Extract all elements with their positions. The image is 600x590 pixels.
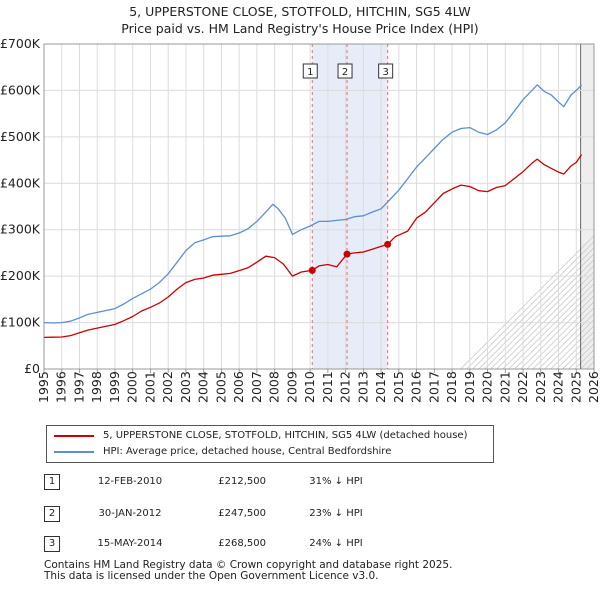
x-tick-label: 2023 — [533, 371, 548, 403]
x-tick-label: 2020 — [480, 371, 495, 403]
table-row: 2 30-JAN-2012 £247,500 23% ↓ HPI — [44, 506, 464, 524]
axes: £0 £100K £200K £300K £400K £500K £600K £700K 199… — [0, 36, 600, 403]
x-tick-label: 2021 — [497, 371, 512, 403]
sale-hpi-diff: 24% ↓ HPI — [309, 538, 363, 549]
legend: 5, UPPERSTONE CLOSE, STOTFOLD, HITCHIN, … — [46, 425, 494, 463]
forecast-hatch — [484, 253, 600, 370]
footer-license: This data is licensed under the Open Gov… — [44, 570, 379, 582]
x-tick-label: 2016 — [409, 371, 424, 403]
sale-hpi-diff: 31% ↓ HPI — [309, 476, 363, 487]
y-tick-label: £500K — [0, 129, 41, 144]
sale-label-1: 1 — [307, 67, 313, 78]
x-tick-label: 2005 — [213, 371, 228, 403]
plot-frame — [43, 43, 595, 370]
sale-label-box-2 — [337, 63, 353, 79]
price-chart: 1 2 3 £0 £100K £200K £300K £400K £500K £600K £700… — [0, 0, 600, 403]
x-tick-label: 2013 — [355, 371, 370, 403]
forecast-hatch — [520, 289, 600, 370]
x-tick-label: 2014 — [373, 371, 388, 403]
forecast-hatch — [490, 259, 600, 370]
sale-number-badge: 2 — [44, 506, 60, 522]
sale-point-1 — [308, 266, 316, 274]
table-row: 1 12-FEB-2010 £212,500 31% ↓ HPI — [44, 474, 464, 492]
x-tick-label: 2022 — [515, 371, 530, 403]
x-tick-label: 2017 — [426, 371, 441, 403]
x-tick-label: 2018 — [444, 371, 459, 403]
hatch-clip-top — [380, 0, 600, 44]
y-tick-label: £600K — [0, 82, 41, 97]
series-lines — [43, 84, 583, 339]
sale-date: 30-JAN-2012 — [98, 508, 162, 519]
sale-point-2 — [343, 250, 351, 258]
sales-period-shade — [312, 44, 388, 369]
hatch-clip-right — [594, 42, 600, 371]
forecast-hatch — [472, 241, 600, 370]
chart-title: 5, UPPERSTONE CLOSE, STOTFOLD, HITCHIN, … — [129, 4, 471, 19]
x-tick-label: 1996 — [54, 371, 69, 403]
x-tick-label: 2015 — [391, 371, 406, 403]
sale-label-3: 3 — [382, 67, 388, 78]
x-tick-label: 2019 — [462, 371, 477, 403]
sale-date: 12-FEB-2010 — [97, 476, 163, 487]
forecast-hatch — [508, 277, 600, 370]
footer-credits: Contains HM Land Registry data © Crown c… — [44, 560, 452, 582]
x-tick-label: 2012 — [338, 371, 353, 403]
x-tick-label: 2006 — [231, 371, 246, 403]
x-tick-label: 2008 — [267, 371, 282, 403]
y-tick-label: £400K — [0, 175, 41, 190]
y-tick-label: £0 — [24, 361, 40, 376]
y-tick-label: £100K — [0, 315, 41, 330]
legend-label-property: 5, UPPERSTONE CLOSE, STOTFOLD, HITCHIN, … — [103, 430, 468, 441]
sale-label-2: 2 — [342, 67, 348, 78]
sale-hpi-diff: 23% ↓ HPI — [309, 508, 363, 519]
forecast-hatch — [466, 235, 600, 370]
x-tick-label: 2026 — [586, 371, 600, 403]
forecast-hatch — [532, 301, 600, 370]
x-tick-label: 2011 — [320, 371, 335, 403]
sale-price: £268,500 — [218, 538, 266, 549]
x-tick-label: 2024 — [551, 371, 566, 403]
x-tick-label: 2009 — [284, 371, 299, 403]
forecast-hatch — [514, 283, 600, 370]
sales-shaded-range — [312, 0, 600, 371]
x-tick-label: 2004 — [196, 371, 211, 403]
property-price-line — [43, 154, 583, 339]
forecast-hatch — [478, 247, 600, 370]
sale-point-3 — [384, 240, 392, 248]
sale-price: £212,500 — [218, 476, 266, 487]
sale-price: £247,500 — [218, 508, 266, 519]
x-tick-label: 1997 — [71, 371, 86, 403]
x-tick-label: 2010 — [302, 371, 317, 403]
legend-swatch-property — [54, 435, 94, 437]
footer-copyright: Contains HM Land Registry data © Crown c… — [44, 559, 453, 571]
table-row: 3 15-MAY-2014 £268,500 24% ↓ HPI — [44, 536, 464, 554]
forecast-hatch — [502, 271, 600, 370]
legend-label-hpi: HPI: Average price, detached house, Cent… — [103, 446, 392, 457]
legend-swatch-hpi — [54, 451, 94, 453]
hpi-line — [43, 84, 583, 324]
sale-date: 15-MAY-2014 — [97, 538, 163, 549]
sale-number-badge: 3 — [44, 536, 60, 552]
x-tick-label: 1998 — [89, 371, 104, 403]
chart-subtitle: Price paid vs. HM Land Registry's House … — [121, 21, 479, 36]
x-tick-label: 2007 — [249, 371, 264, 403]
y-tick-label: £200K — [0, 268, 41, 283]
y-tick-label: £300K — [0, 222, 41, 237]
x-tick-label: 2002 — [160, 371, 175, 403]
x-tick-label: 1995 — [36, 371, 51, 403]
sale-markers: 1 2 3 — [302, 44, 394, 369]
chart-title-block: 5, UPPERSTONE CLOSE, STOTFOLD, HITCHIN, … — [0, 3, 600, 37]
x-tick-label: 2003 — [178, 371, 193, 403]
x-tick-label: 2025 — [568, 371, 583, 403]
sale-number-badge: 1 — [44, 474, 60, 490]
x-tick-label: 1999 — [107, 371, 122, 403]
forecast-hatch — [496, 265, 600, 370]
x-tick-label: 2000 — [125, 371, 140, 403]
sale-label-box-3 — [378, 63, 394, 79]
forecast-hatch — [538, 307, 600, 370]
y-tick-label: £700K — [0, 36, 41, 51]
sale-label-box-1 — [302, 63, 318, 79]
forecast-hatch — [460, 229, 600, 370]
x-tick-label: 2001 — [142, 371, 157, 403]
